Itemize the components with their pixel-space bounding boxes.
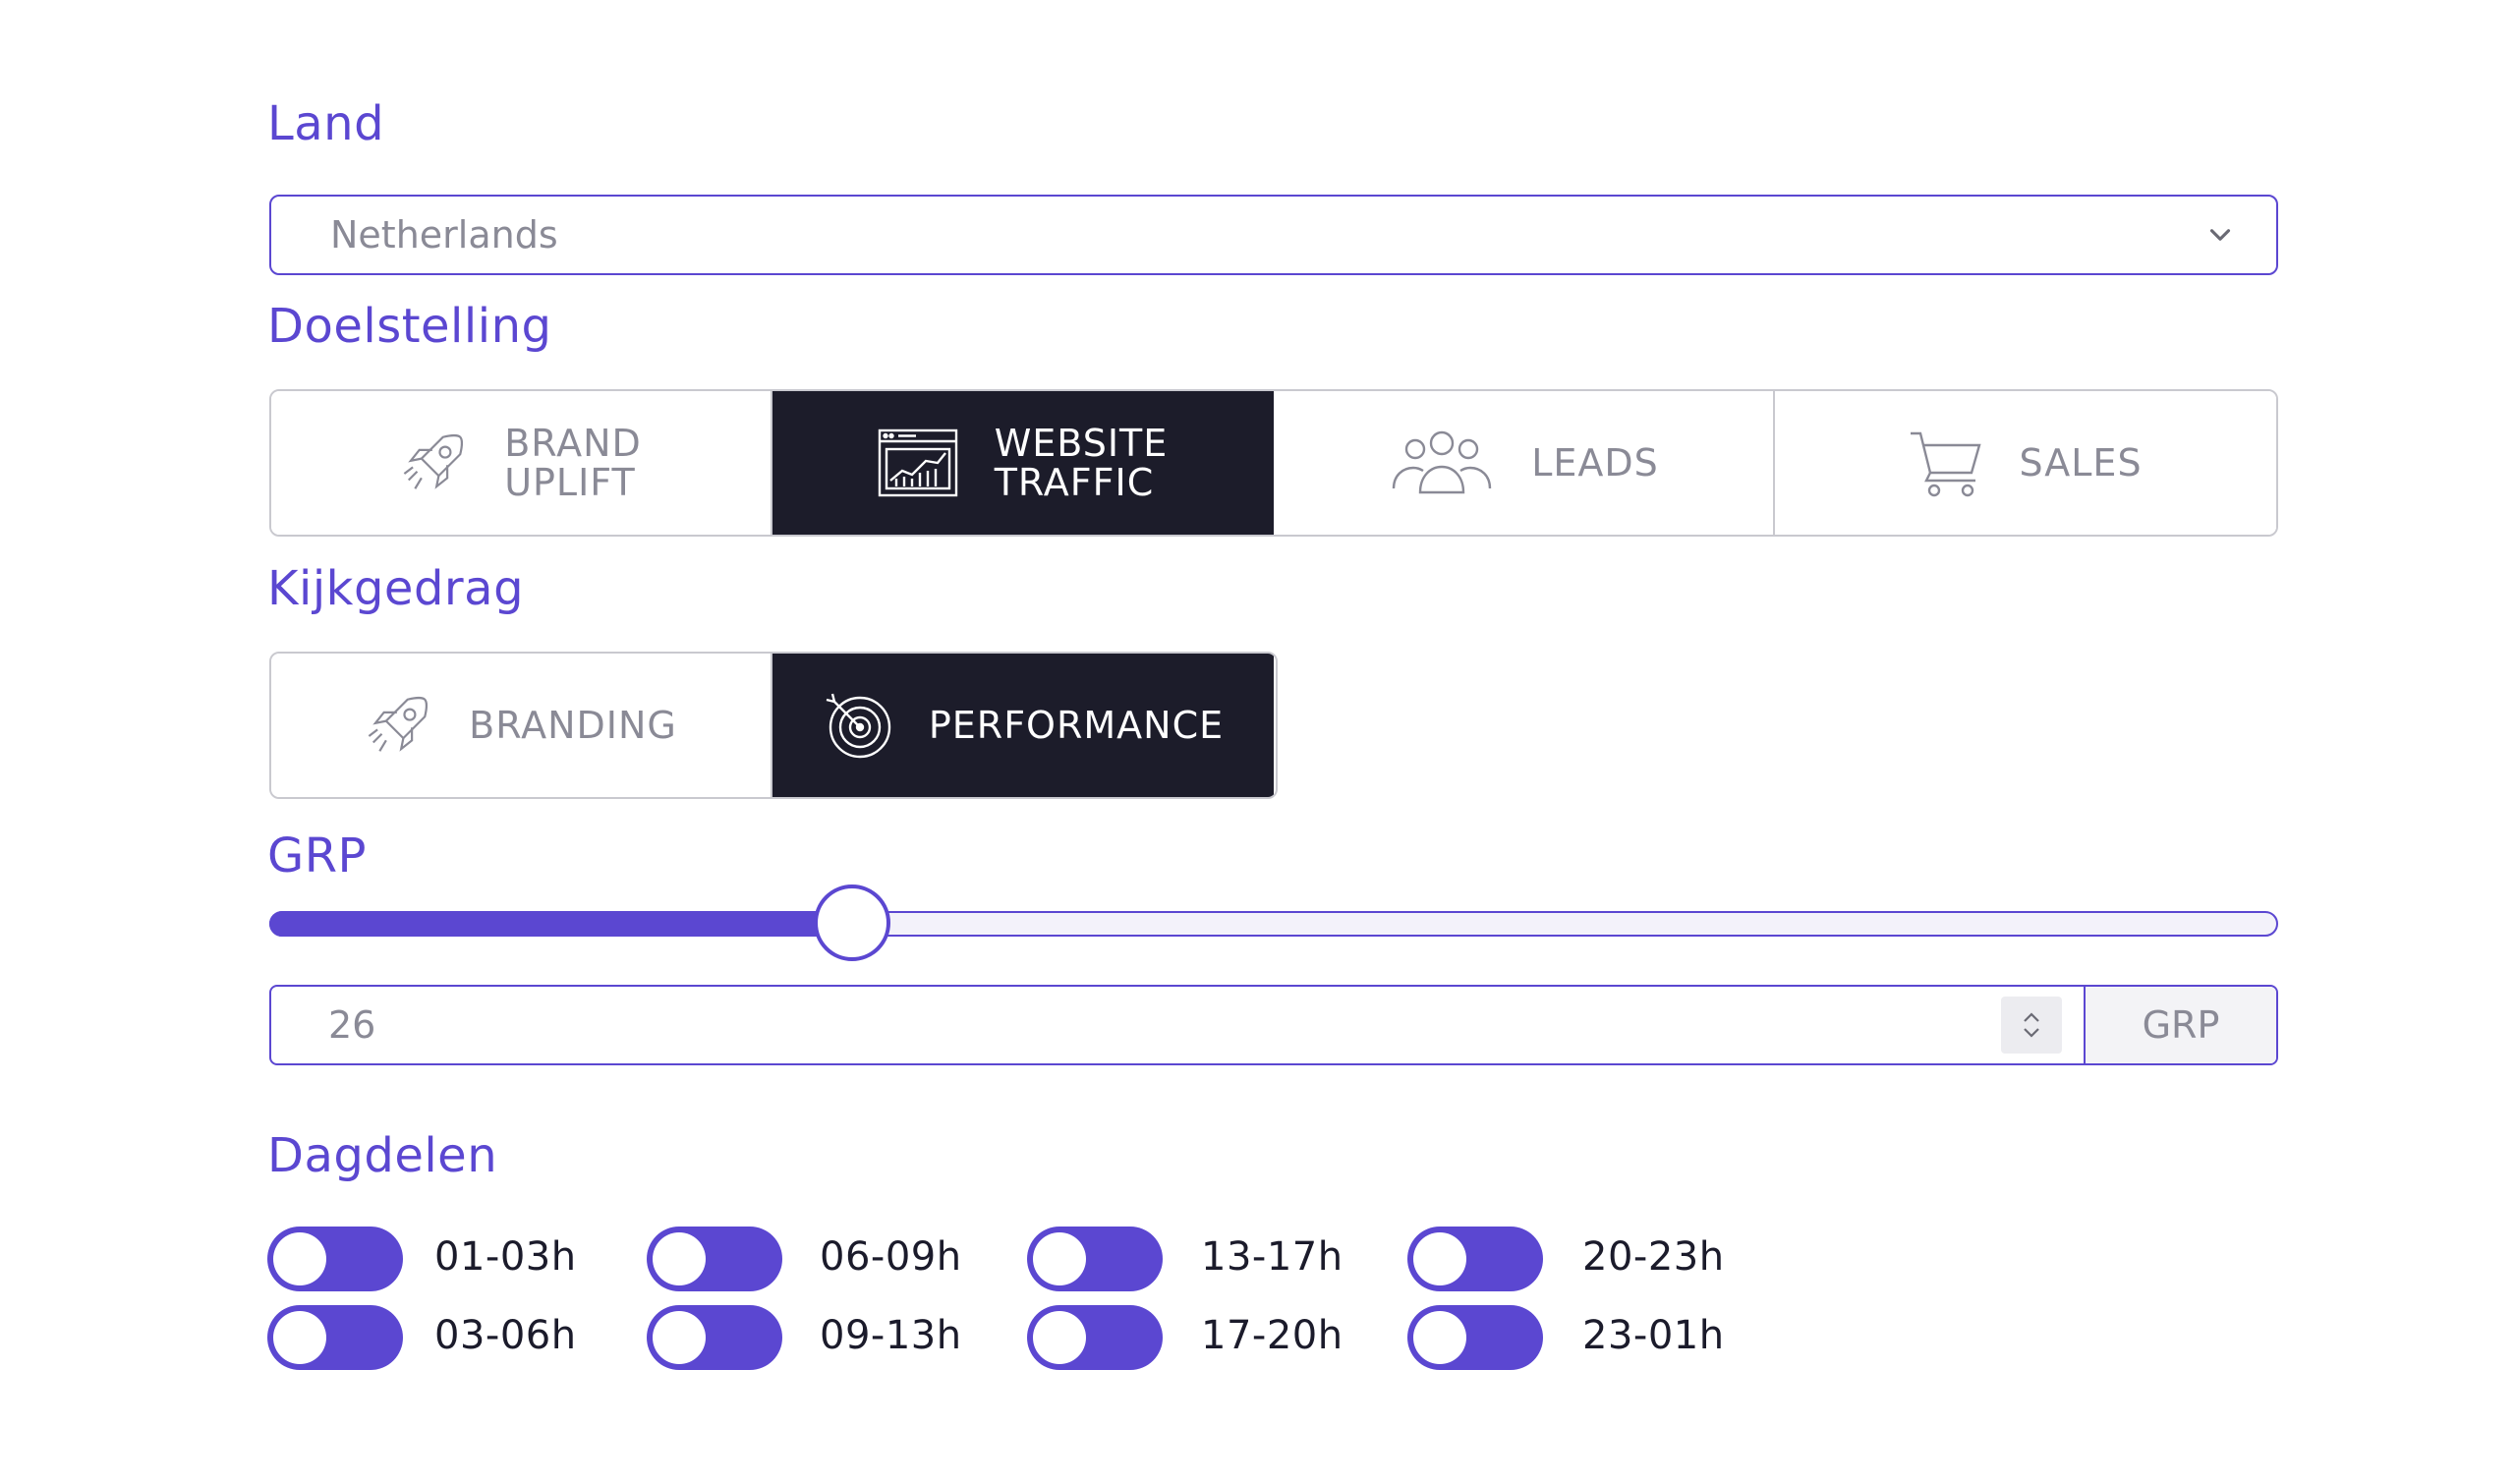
toggle-label: 13-17h (1201, 1234, 1344, 1280)
land-label: Land (267, 96, 385, 151)
rocket-icon (403, 434, 464, 489)
option-brand-uplift[interactable]: BRAND UPLIFT (271, 391, 772, 535)
doelstelling-label: Doelstelling (267, 299, 552, 354)
toggle-09-13h[interactable] (647, 1305, 782, 1370)
toggle-label: 20-23h (1582, 1234, 1725, 1280)
dagdelen-label: Dagdelen (267, 1128, 498, 1183)
toggle-17-20h[interactable] (1027, 1305, 1163, 1370)
number-spinner[interactable] (2001, 997, 2062, 1054)
option-label: PERFORMANCE (928, 704, 1225, 747)
rocket-icon (368, 697, 429, 752)
toggle-knob (653, 1311, 706, 1364)
toggle-knob (1413, 1232, 1466, 1285)
grp-input-value: 26 (328, 1003, 376, 1047)
toggle-01-03h[interactable] (267, 1227, 403, 1291)
kijkgedrag-label: Kijkgedrag (267, 561, 525, 616)
people-group-icon (1393, 430, 1492, 494)
toggle-03-06h[interactable] (267, 1305, 403, 1370)
option-label: WEBSITE TRAFFIC (994, 422, 1169, 504)
toggle-knob (273, 1311, 326, 1364)
grp-slider-thumb[interactable] (813, 885, 890, 961)
target-icon (826, 693, 891, 759)
option-label: LEADS (1531, 441, 1659, 485)
option-label: BRANDING (469, 704, 677, 747)
toggle-knob (1033, 1311, 1086, 1364)
shopping-cart-icon (1911, 431, 1982, 497)
toggle-label: 09-13h (820, 1313, 962, 1358)
toggle-06-09h[interactable] (647, 1227, 782, 1291)
kijkgedrag-segmented-control: BRANDING PERFORMANCE (269, 652, 1278, 799)
chart-browser-icon (878, 428, 957, 497)
chevron-down-icon (2209, 229, 2231, 241)
option-label: BRAND UPLIFT (504, 422, 642, 504)
toggle-23-01h[interactable] (1407, 1305, 1543, 1370)
chevron-up-icon[interactable] (2020, 1009, 2043, 1025)
option-leads[interactable]: LEADS (1274, 391, 1775, 535)
grp-slider-fill (269, 911, 852, 937)
grp-label: GRP (267, 828, 367, 884)
toggle-13-17h[interactable] (1027, 1227, 1163, 1291)
country-select-value: Netherlands (330, 213, 558, 257)
toggle-knob (1413, 1311, 1466, 1364)
toggle-knob (1033, 1232, 1086, 1285)
grp-number-field: 26 GRP (269, 985, 2278, 1065)
option-label: SALES (2019, 441, 2143, 485)
grp-input[interactable]: 26 (271, 987, 2084, 1063)
option-website-traffic[interactable]: WEBSITE TRAFFIC (772, 391, 1274, 535)
toggle-label: 23-01h (1582, 1313, 1725, 1358)
toggle-knob (653, 1232, 706, 1285)
country-select[interactable]: Netherlands (269, 195, 2278, 275)
toggle-knob (273, 1232, 326, 1285)
option-branding[interactable]: BRANDING (271, 654, 772, 797)
option-sales[interactable]: SALES (1775, 391, 2276, 535)
toggle-label: 03-06h (434, 1313, 577, 1358)
grp-unit-addon: GRP (2084, 987, 2276, 1063)
option-performance[interactable]: PERFORMANCE (772, 654, 1274, 797)
doelstelling-segmented-control: BRAND UPLIFT WEBSITE TRAFFIC LEADS (269, 389, 2278, 537)
toggle-label: 06-09h (820, 1234, 962, 1280)
toggle-label: 17-20h (1201, 1313, 1344, 1358)
chevron-down-icon[interactable] (2020, 1025, 2043, 1041)
toggle-20-23h[interactable] (1407, 1227, 1543, 1291)
toggle-label: 01-03h (434, 1234, 577, 1280)
